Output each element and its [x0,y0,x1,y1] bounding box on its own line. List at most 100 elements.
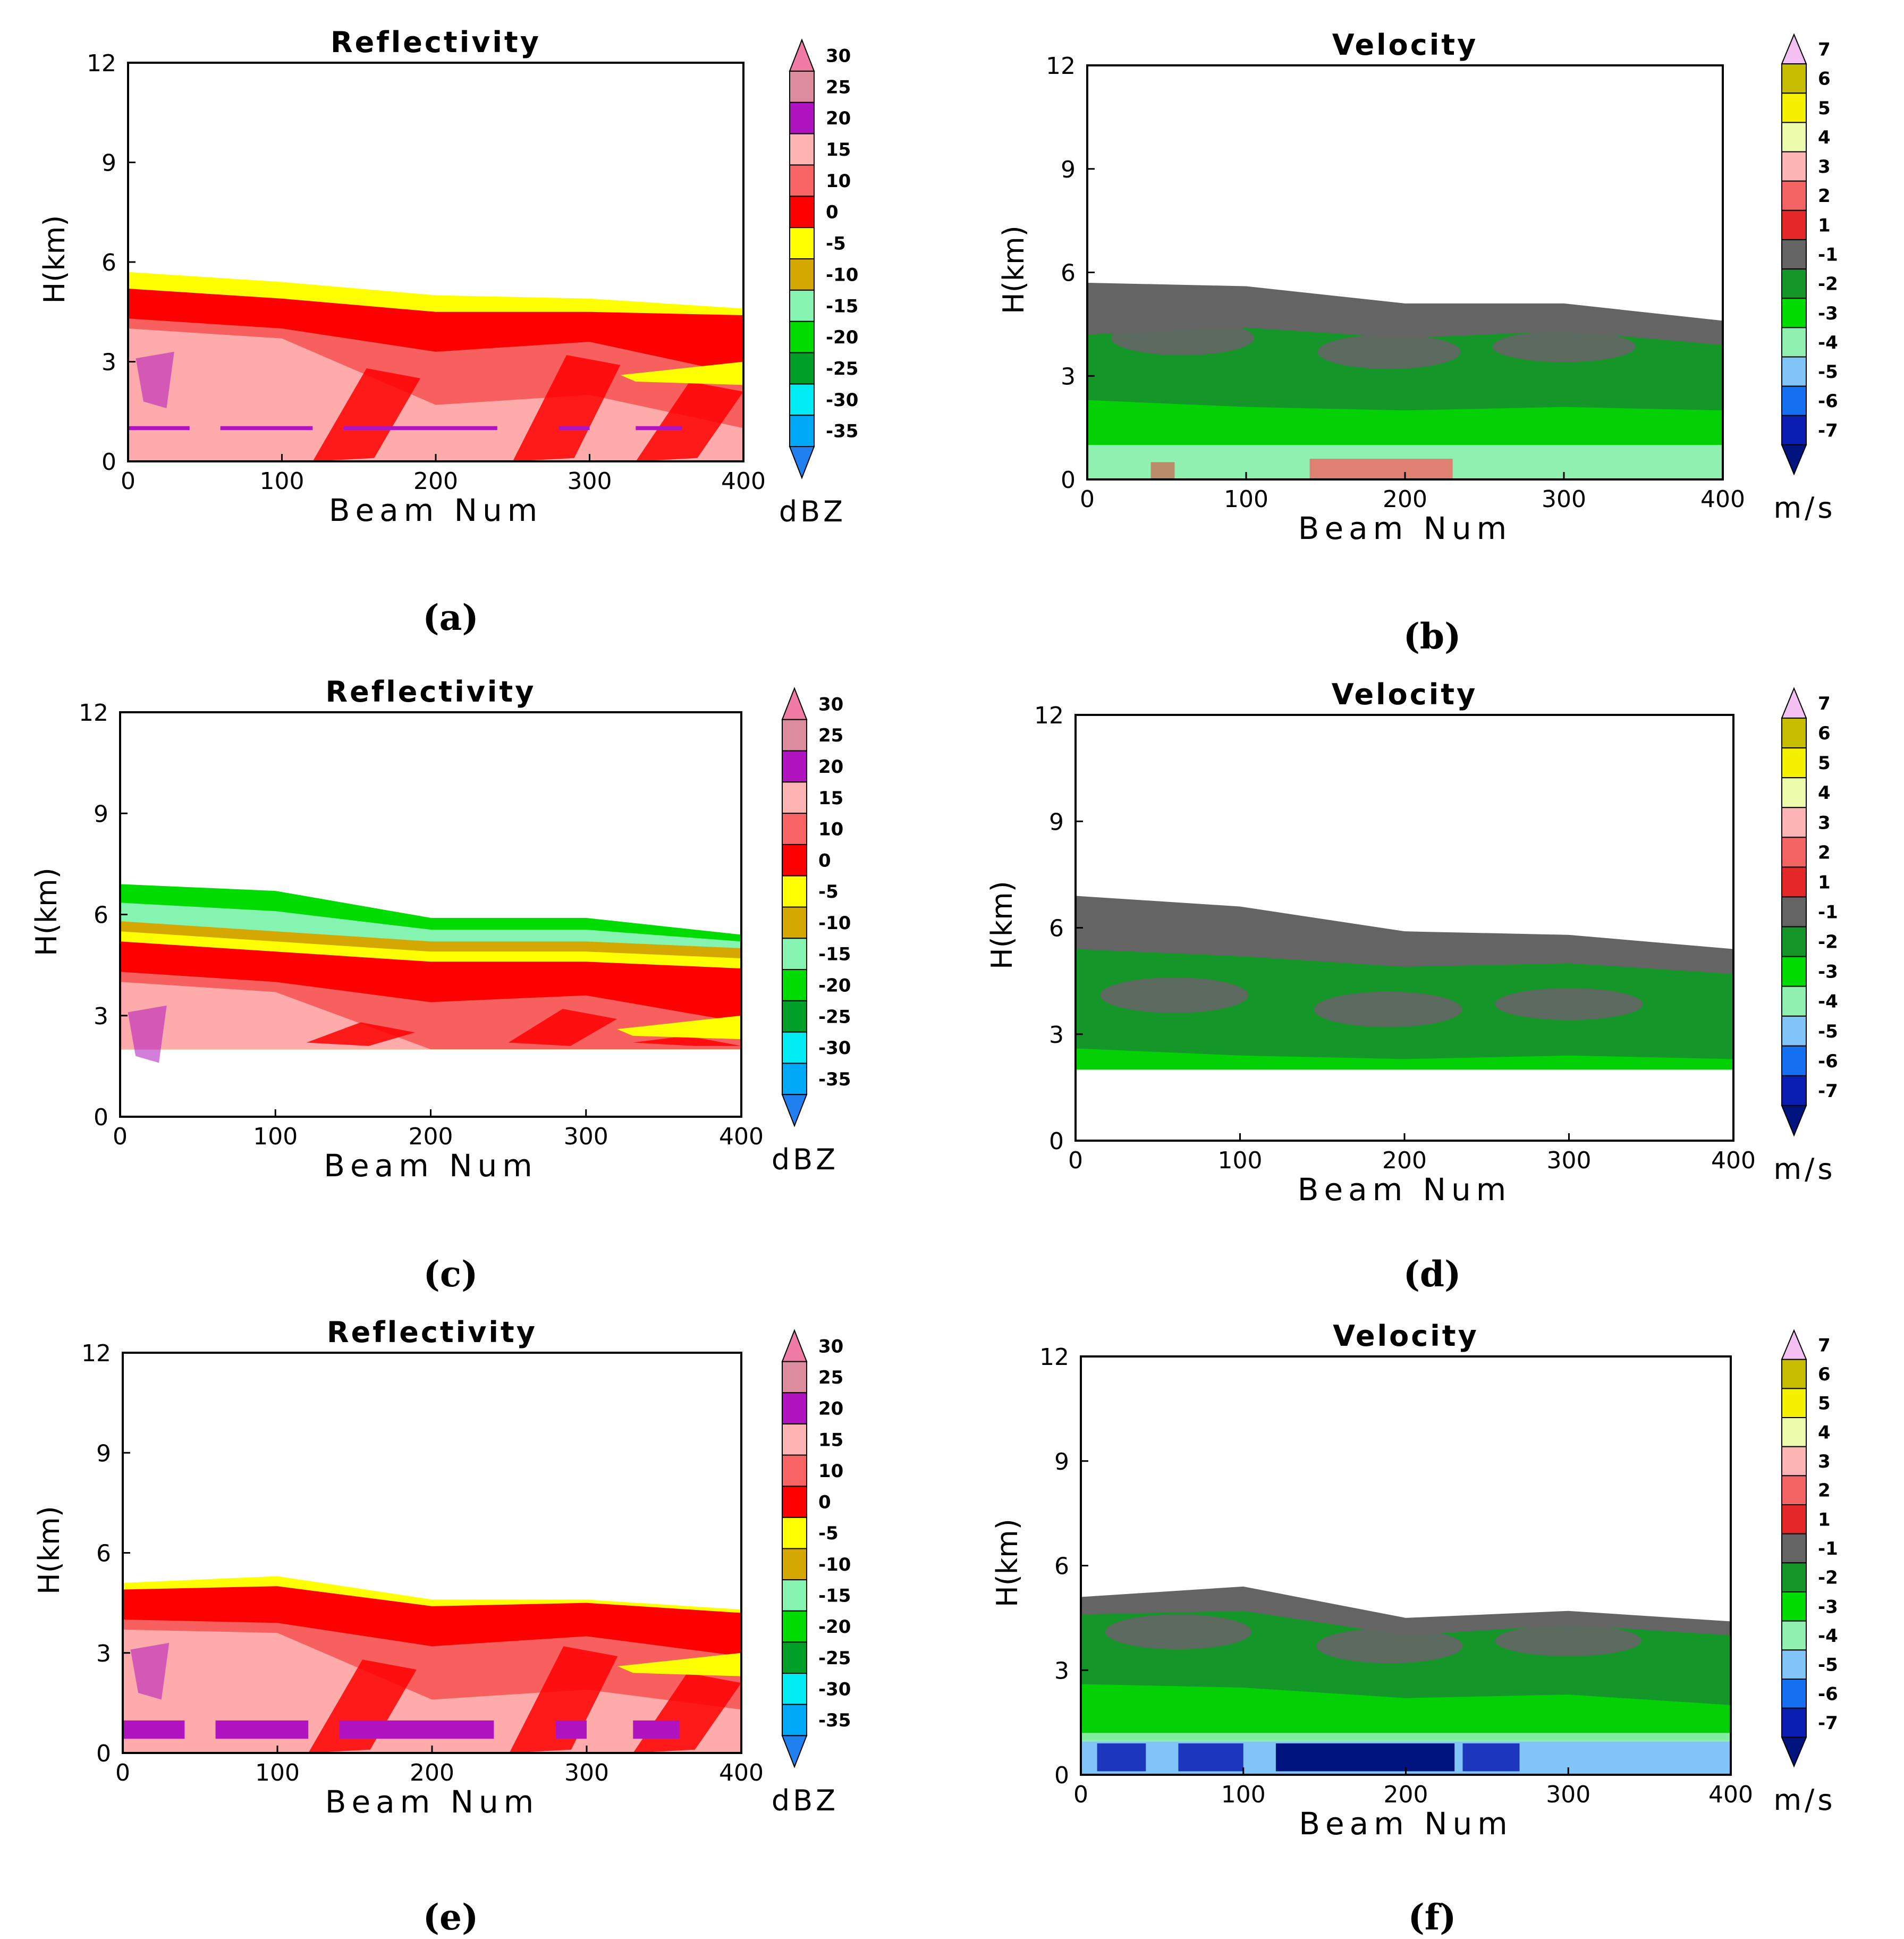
colorbar-tick-label: -30 [818,1038,851,1059]
colorbar-cell [1781,1446,1807,1477]
x-tick-label: 200 [1382,1147,1427,1174]
y-tick-label: 12 [79,699,108,727]
y-tick-label: 12 [1034,702,1064,729]
colorbar-tick-label: 30 [826,45,851,66]
bright-band-segment [558,426,590,431]
colorbar-cell [782,750,807,783]
echo-purple-specks [136,351,174,408]
colorbar-tick-label: 0 [818,1492,831,1513]
x-tick-label: 200 [413,468,458,495]
echo-purple-specks [128,1005,167,1063]
colorbar-tick-label: 30 [818,694,843,715]
colorbar-cell [1781,1045,1807,1076]
colorbar-tick-label: 5 [1818,98,1831,119]
bright-band-segment [343,426,497,431]
y-tick-label: 0 [94,1104,108,1131]
colorbar-cell [1781,687,1807,719]
colorbar-cell [789,289,815,322]
x-axis-label: Beam Num [1298,510,1512,546]
echo-red-streak [509,1646,618,1753]
bright-band-segment [128,426,190,431]
colorbar-tick-label: 10 [818,1461,843,1482]
colorbar-tick-label: -7 [1818,1713,1838,1734]
colorbar-unit: dBZ [779,495,846,528]
panel-caption: (c) [424,1253,478,1295]
colorbar-tick-label: 6 [1818,723,1831,744]
colorbar-tick-label: 10 [826,171,851,192]
colorbar-cell [789,446,815,479]
colorbar-tick-label: 4 [1818,782,1831,804]
colorbar-tick-label: -4 [1818,332,1838,353]
colorbar-tick-label: 15 [826,139,851,161]
colorbar-cell [789,227,815,259]
echo-red-streak [306,1022,416,1046]
colorbar-cell [782,1641,807,1674]
colorbar-cell [1781,837,1807,868]
colorbar-tick-label: -2 [1818,1567,1838,1589]
colorbar-unit: dBZ [772,1143,839,1176]
x-axis-label: Beam Num [1299,1806,1513,1842]
velocity-gray-patch [1111,321,1254,356]
chart-title: Velocity [1333,1319,1479,1353]
panel-caption: (f) [1408,1896,1457,1938]
colorbar-cell [1781,1417,1807,1447]
x-tick-label: 300 [1547,1147,1592,1174]
bright-band-segment [220,426,313,431]
panel-caption: (b) [1403,616,1461,657]
colorbar-cell [789,164,815,197]
colorbar-cell [789,196,815,229]
velocity-gray-patch [1314,991,1462,1027]
colorbar-cell [1781,1649,1807,1680]
y-tick-label: 0 [101,449,116,476]
colorbar-cell [1781,1736,1807,1768]
colorbar: 30 25 20 15 10 0 -5 -10 -15 -20 -25 -30 -35 dBZ [779,38,858,528]
panel-caption: (d) [1403,1253,1461,1295]
y-tick-label: 9 [1061,156,1076,183]
colorbar-cell [1781,1075,1807,1106]
colorbar-tick-label: 2 [1818,186,1831,207]
colorbar-cell [789,415,815,448]
colorbar-tick-label: 15 [818,1429,843,1451]
colorbar-cell [1781,1388,1807,1418]
colorbar-cell [1781,718,1807,749]
x-tick-label: 100 [1218,1147,1263,1174]
y-tick-label: 3 [1049,1022,1064,1049]
colorbar-cell [1781,33,1807,65]
colorbar-tick-label: -3 [1818,1596,1838,1617]
colorbar-tick-label: 20 [818,1398,843,1420]
echo-red-streak [512,355,621,461]
colorbar-cell [781,687,808,720]
x-axis-label: Beam Num [329,492,543,528]
x-tick-label: 400 [719,1759,764,1786]
x-tick-label: 0 [115,1759,130,1786]
colorbar-cell [1781,209,1807,240]
colorbar-cell [1781,122,1807,153]
y-tick-label: 6 [1049,915,1064,942]
colorbar-tick-label: -10 [818,1554,851,1575]
colorbar-cell [782,1579,807,1612]
y-tick-label: 12 [87,50,116,77]
colorbar-cell [789,102,815,134]
velocity-blue-patch [1178,1743,1243,1772]
colorbar-cell [1781,866,1807,898]
bright-band-segment [123,1720,185,1739]
x-tick-label: 300 [1542,486,1586,513]
bright-band-segment [636,426,682,431]
colorbar-cell [1781,926,1807,957]
colorbar-cell [1781,896,1807,928]
x-tick-label: 100 [253,1123,298,1150]
y-tick-label: 0 [1054,1762,1069,1789]
y-axis-label: H(km) [985,881,1019,970]
colorbar-tick-label: -20 [818,1616,851,1638]
y-tick-label: 0 [96,1740,111,1767]
colorbar-cell [1781,327,1807,358]
y-tick-label: 6 [94,902,108,929]
colorbar-cell [782,969,807,1001]
colorbar-cell [782,1486,807,1518]
colorbar-tick-label: -5 [826,233,846,255]
colorbar-tick-label: -2 [1818,932,1838,953]
colorbar-cell [1781,747,1807,779]
x-tick-label: 200 [409,1123,453,1150]
